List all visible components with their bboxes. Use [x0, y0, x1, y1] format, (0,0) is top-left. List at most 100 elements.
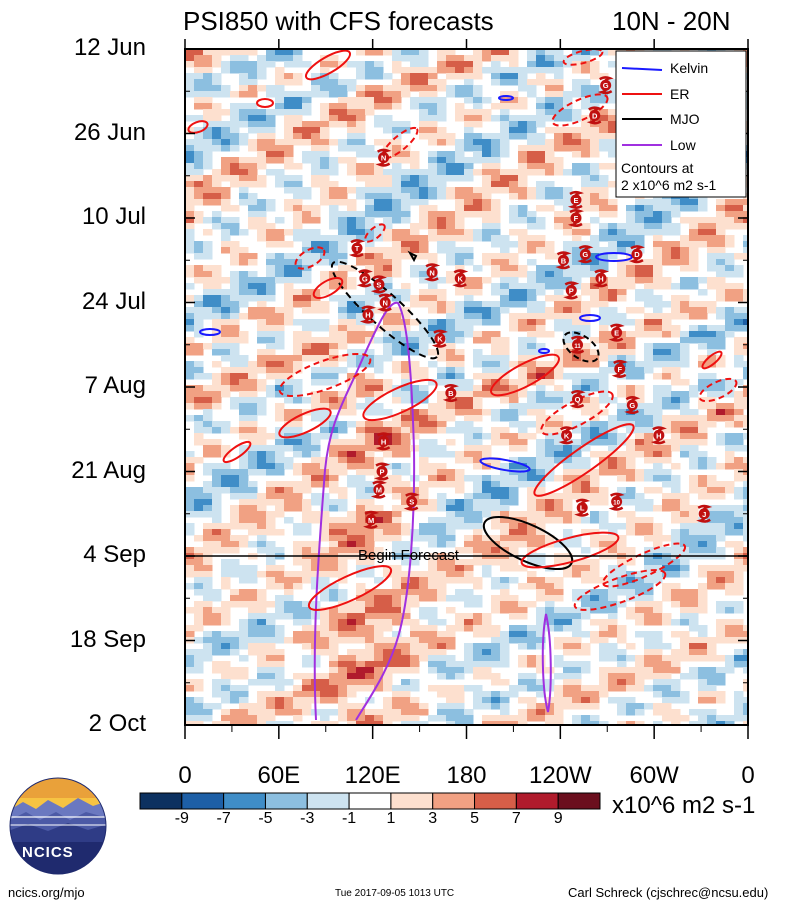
field-cell [599, 145, 609, 152]
field-cell [410, 73, 420, 80]
field-cell [374, 115, 384, 122]
field-cell [230, 163, 240, 170]
field-cell [194, 169, 204, 176]
field-cell [734, 403, 744, 410]
field-cell [329, 217, 339, 224]
field-cell [536, 409, 546, 416]
field-cell [680, 637, 690, 644]
field-cell [554, 157, 564, 164]
field-cell [536, 631, 546, 638]
field-cell [437, 211, 447, 218]
field-cell [653, 343, 663, 350]
field-cell [545, 67, 555, 74]
field-cell [230, 325, 240, 332]
field-cell [707, 517, 717, 524]
field-cell [428, 421, 438, 428]
field-cell [320, 175, 330, 182]
field-cell [203, 193, 213, 200]
field-cell [437, 355, 447, 362]
field-cell [527, 49, 537, 56]
field-cell [401, 283, 411, 290]
field-cell [707, 223, 717, 230]
field-cell [212, 661, 222, 668]
field-cell [329, 349, 339, 356]
field-cell [401, 499, 411, 506]
field-cell [338, 193, 348, 200]
field-cell [392, 157, 402, 164]
field-cell [221, 613, 231, 620]
field-cell [239, 295, 249, 302]
field-cell [248, 433, 258, 440]
field-cell [410, 535, 420, 542]
field-cell [572, 67, 582, 74]
field-cell [464, 139, 474, 146]
field-cell [446, 517, 456, 524]
field-cell [518, 193, 528, 200]
field-cell [257, 355, 267, 362]
field-cell [554, 211, 564, 218]
field-cell [734, 445, 744, 452]
field-cell [707, 265, 717, 272]
field-cell [518, 673, 528, 680]
field-cell [725, 523, 735, 530]
field-cell [302, 319, 312, 326]
field-cell [212, 103, 222, 110]
field-cell [374, 151, 384, 158]
y-tick-label: 10 Jul [81, 203, 146, 230]
field-cell [401, 367, 411, 374]
field-cell [347, 283, 357, 290]
field-cell [401, 607, 411, 614]
field-cell [347, 445, 357, 452]
field-cell [572, 685, 582, 692]
field-cell [239, 301, 249, 308]
field-cell [482, 481, 492, 488]
field-cell [356, 133, 366, 140]
field-cell [653, 253, 663, 260]
field-cell [491, 229, 501, 236]
field-cell [446, 559, 456, 566]
field-cell [554, 685, 564, 692]
field-cell [329, 187, 339, 194]
field-cell [401, 157, 411, 164]
field-cell [410, 685, 420, 692]
field-cell [572, 385, 582, 392]
field-cell [239, 619, 249, 626]
field-cell [356, 685, 366, 692]
field-cell [383, 625, 393, 632]
field-cell [212, 481, 222, 488]
field-cell [365, 391, 375, 398]
field-cell [392, 643, 402, 650]
field-cell [329, 541, 339, 548]
field-cell [338, 559, 348, 566]
field-cell [293, 577, 303, 584]
field-cell [689, 511, 699, 518]
field-cell [536, 241, 546, 248]
field-cell [239, 685, 249, 692]
field-cell [725, 655, 735, 662]
field-cell [284, 463, 294, 470]
field-cell [626, 415, 636, 422]
field-cell [230, 397, 240, 404]
field-cell [185, 247, 195, 254]
field-cell [662, 685, 672, 692]
field-cell [356, 403, 366, 410]
field-cell [374, 427, 384, 434]
field-cell [590, 577, 600, 584]
field-cell [401, 289, 411, 296]
field-cell [518, 151, 528, 158]
field-cell [356, 379, 366, 386]
field-cell [518, 343, 528, 350]
field-cell [617, 601, 627, 608]
field-cell [266, 241, 276, 248]
field-cell [527, 679, 537, 686]
field-cell [410, 67, 420, 74]
field-cell [473, 667, 483, 674]
field-cell [428, 517, 438, 524]
field-cell [707, 247, 717, 254]
field-cell [599, 625, 609, 632]
field-cell [500, 607, 510, 614]
field-cell [608, 589, 618, 596]
field-cell [257, 115, 267, 122]
field-cell [563, 307, 573, 314]
field-cell [302, 91, 312, 98]
